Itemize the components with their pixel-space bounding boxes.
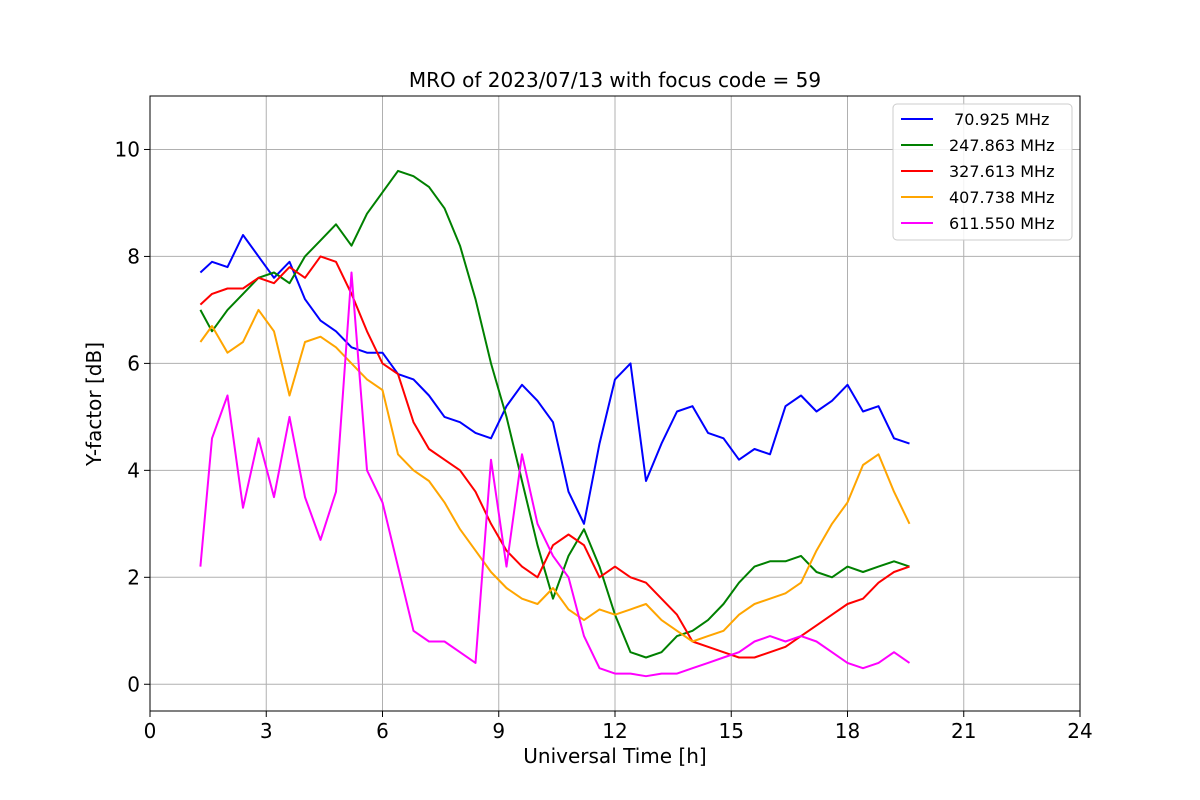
x-tick-label: 12 [602, 719, 627, 743]
series-line-1 [199, 234, 910, 525]
x-tick-label: 18 [835, 719, 860, 743]
x-tick-label: 24 [1067, 719, 1092, 743]
legend-item-label: 247.863 MHz [949, 136, 1054, 155]
legend-box [892, 103, 1073, 241]
legend[interactable]: 70.925 MHz 247.863 MHz 327.613 MHz 407.738 … [892, 103, 1073, 241]
y-tick-label: 4 [127, 458, 140, 482]
x-axis: 0 3 6 9 12 15 18 21 24 [144, 711, 1093, 743]
x-tick-label: 15 [719, 719, 744, 743]
y-axis-label: Y-factor [dB] [82, 342, 106, 467]
legend-item-label: 611.550 MHz [949, 214, 1054, 233]
series-line-4 [199, 308, 911, 643]
y-tick-label: 2 [127, 565, 140, 589]
legend-item-label: 327.613 MHz [949, 162, 1054, 181]
y-tick-label: 0 [127, 672, 140, 696]
series-line-2 [199, 169, 910, 659]
y-tick-label: 8 [127, 244, 140, 268]
x-tick-label: 3 [260, 719, 273, 743]
x-axis-label: Universal Time [h] [523, 744, 706, 768]
x-tick-label: 9 [492, 719, 505, 743]
y-tick-label: 10 [115, 137, 140, 161]
series-line-5 [199, 271, 911, 678]
series-lines [199, 169, 911, 678]
y-tick-label: 6 [127, 351, 140, 375]
chart-title: MRO of 2023/07/13 with focus code = 59 [409, 68, 821, 92]
x-tick-label: 0 [144, 719, 157, 743]
series-line-3 [199, 255, 910, 659]
legend-item-label: 70.925 MHz [949, 110, 1049, 129]
legend-item-label: 407.738 MHz [949, 188, 1054, 207]
x-tick-label: 21 [951, 719, 976, 743]
y-axis: 0 2 4 6 8 10 [115, 137, 150, 696]
x-tick-label: 6 [376, 719, 389, 743]
